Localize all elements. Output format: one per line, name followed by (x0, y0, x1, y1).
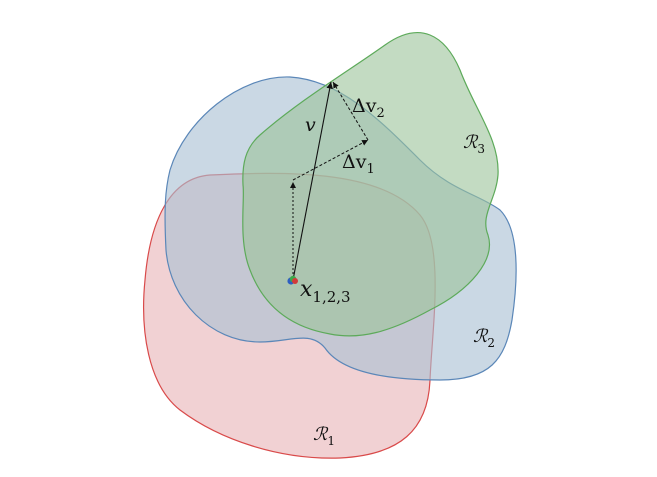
label-point: x1,2,3 (300, 277, 351, 306)
label-region-r3: ℛ3 (463, 132, 485, 156)
label-v: v (305, 114, 316, 136)
label-region-r1: ℛ1 (313, 424, 335, 448)
region-r3 (242, 32, 499, 337)
label-delta-v2: Δv2 (352, 95, 385, 121)
label-region-r2: ℛ2 (473, 326, 495, 350)
base-point-marker (287, 275, 298, 285)
label-delta-v1: Δv1 (342, 151, 375, 177)
delta-v2-arrow (332, 81, 369, 141)
vector-v-arrow (292, 81, 333, 281)
delta-v1-arrow (292, 139, 369, 181)
